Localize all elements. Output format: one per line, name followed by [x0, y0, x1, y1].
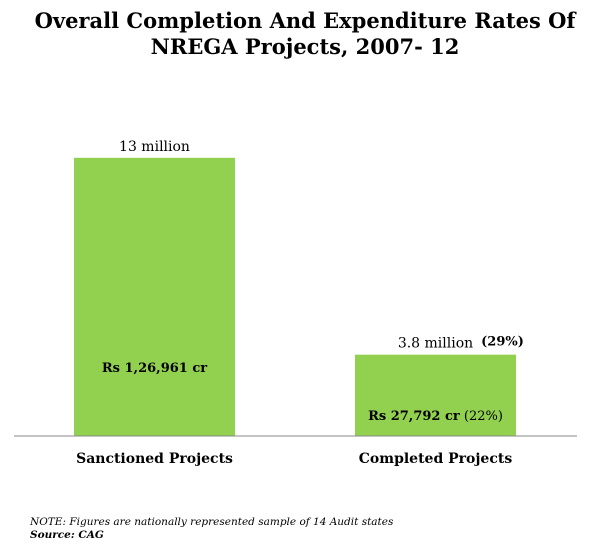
- category-label-2: Completed Projects: [359, 451, 513, 467]
- expenditure-label-1: Rs 1,26,961 cr: [102, 361, 207, 376]
- bar-1: [74, 157, 235, 437]
- chart-note: NOTE: Figures are nationally represented…: [30, 516, 394, 528]
- bar-2: [355, 354, 516, 436]
- chart-title-line-2: NREGA Projects, 2007- 12: [150, 34, 460, 59]
- chart-title-line-1: Overall Completion And Expenditure Rates…: [34, 8, 576, 33]
- chart-source: Source: CAG: [30, 529, 104, 541]
- category-label-1: Sanctioned Projects: [76, 451, 233, 467]
- percent-label-2: (29%): [481, 335, 524, 350]
- expenditure-label-2: Rs 27,792 cr (22%): [368, 409, 503, 424]
- value-label-2: 3.8 million: [398, 336, 473, 352]
- value-label-1: 13 million: [119, 139, 190, 155]
